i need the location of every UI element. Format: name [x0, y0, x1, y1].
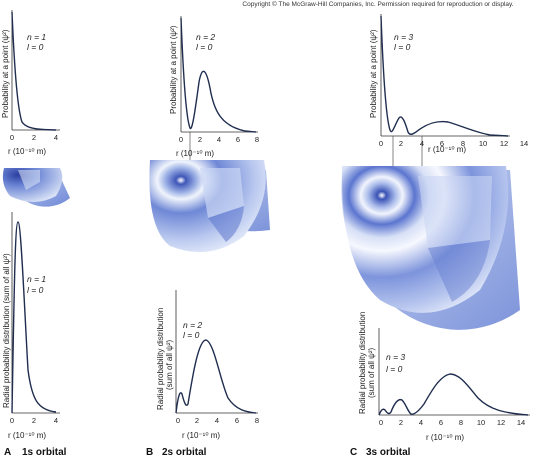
plot-3s-radial: Radial probability distribution (sum of …	[358, 312, 530, 442]
tick-2s-bottom-4: 4	[215, 416, 219, 425]
tick-2s-top-0: 0	[179, 135, 183, 144]
sphere-1s	[2, 168, 70, 207]
plot-1s-probability: Probability at a point (ψ²) n = 1 l = 0 …	[1, 10, 60, 156]
qn-3s-bottom-l: l = 0	[386, 364, 403, 374]
tick-1s-top-4: 4	[54, 133, 58, 142]
ylabel-1s-probability: Probability at a point (ψ²)	[1, 29, 10, 118]
panel-label-2s-text: 2s orbital	[162, 447, 207, 457]
qn-1s-bottom-l: l = 0	[27, 285, 44, 295]
tick-3s-top-6: 6	[440, 139, 444, 148]
qn-1s-top-n: n = 1	[27, 32, 46, 42]
tick-3s-top-14: 14	[520, 139, 528, 148]
sphere-3s	[341, 166, 520, 330]
curve-3s-probability	[380, 15, 509, 137]
curve-2s-radial	[175, 339, 257, 414]
ylabel-3s-radial-1: Radial probability distribution	[358, 312, 367, 414]
plot-2s-radial: Radial probability distribution (sum of …	[156, 290, 259, 440]
ylabel-3s-radial-2: (sum of all ψ²)	[367, 348, 376, 398]
xlabel-1s-top: r (10⁻¹⁰ m)	[8, 147, 46, 156]
curve-2s-probability	[180, 17, 257, 133]
qn-3s-top-n: n = 3	[394, 32, 413, 42]
tick-2s-top-6: 6	[236, 135, 240, 144]
tick-3s-bottom-4: 4	[419, 418, 423, 427]
tick-3s-bottom-0: 0	[379, 418, 383, 427]
curve-1s-radial	[11, 221, 57, 414]
xlabel-1s-bottom: r (10⁻¹⁰ m)	[8, 431, 46, 440]
tick-1s-top-0: 0	[10, 133, 14, 142]
tick-3s-bottom-6: 6	[439, 418, 443, 427]
panel-label-1s-letter: A	[4, 447, 11, 457]
tick-3s-top-2: 2	[399, 139, 403, 148]
tick-1s-bottom-2: 2	[32, 416, 36, 425]
tick-3s-top-10: 10	[479, 139, 487, 148]
panel-label-1s-text: 1s orbital	[22, 447, 67, 457]
tick-3s-bottom-12: 12	[497, 418, 505, 427]
ylabel-2s-radial-1: Radial probability distribution	[156, 308, 165, 410]
tick-3s-top-8: 8	[461, 139, 465, 148]
tick-2s-bottom-8: 8	[255, 416, 259, 425]
panel-label-3s-letter: C	[350, 447, 357, 457]
qn-2s-bottom-n: n = 2	[183, 320, 202, 330]
tick-3s-bottom-8: 8	[459, 418, 463, 427]
panel-1s: Probability at a point (ψ²) n = 1 l = 0 …	[1, 10, 70, 457]
ylabel-2s-probability: Probability at a point (ψ²)	[169, 25, 178, 114]
plot-1s-radial: Radial probability distribution (sum of …	[2, 212, 60, 440]
tick-1s-top-2: 2	[32, 133, 36, 142]
tick-2s-bottom-0: 0	[176, 416, 180, 425]
panel-2s: Probability at a point (ψ²) n = 2 l = 0 …	[146, 16, 270, 457]
xlabel-2s-top: r (10⁻¹⁰ m)	[176, 149, 214, 158]
qn-3s-top-l: l = 0	[394, 42, 411, 52]
qn-2s-top-l: l = 0	[196, 42, 213, 52]
tick-1s-bottom-0: 0	[10, 416, 14, 425]
tick-2s-top-2: 2	[198, 135, 202, 144]
ylabel-1s-radial: Radial probability distribution (sum of …	[2, 253, 11, 408]
xlabel-3s-bottom: r (10⁻¹⁰ m)	[426, 433, 464, 442]
qn-1s-bottom-n: n = 1	[27, 274, 46, 284]
tick-2s-top-4: 4	[217, 135, 221, 144]
tick-2s-bottom-2: 2	[195, 416, 199, 425]
tick-1s-bottom-4: 4	[54, 416, 58, 425]
plot-3s-probability: Probability at a point (ψ²) n = 3 l = 0 …	[369, 14, 528, 192]
tick-3s-bottom-14: 14	[517, 418, 525, 427]
ylabel-3s-probability: Probability at a point (ψ²)	[369, 29, 378, 118]
tick-3s-bottom-2: 2	[399, 418, 403, 427]
qn-3s-bottom-n: n = 3	[386, 352, 405, 362]
panel-label-2s-letter: B	[146, 447, 153, 457]
panel-3s: Probability at a point (ψ²) n = 3 l = 0 …	[341, 14, 530, 457]
tick-3s-top-12: 12	[500, 139, 508, 148]
xlabel-2s-bottom: r (10⁻¹⁰ m)	[182, 431, 220, 440]
curve-1s-probability	[11, 11, 57, 131]
plot-2s-probability: Probability at a point (ψ²) n = 2 l = 0 …	[169, 16, 259, 176]
qn-2s-top-n: n = 2	[196, 32, 215, 42]
tick-2s-top-8: 8	[255, 135, 259, 144]
tick-2s-bottom-6: 6	[235, 416, 239, 425]
tick-3s-bottom-10: 10	[477, 418, 485, 427]
curve-3s-radial	[378, 373, 529, 416]
qn-1s-top-l: l = 0	[27, 42, 44, 52]
sphere-2s	[149, 160, 270, 253]
ylabel-2s-radial-2: (sum of all ψ²)	[165, 340, 174, 390]
qn-2s-bottom-l: l = 0	[183, 330, 200, 340]
tick-3s-top-0: 0	[379, 139, 383, 148]
copyright-text: Copyright © The McGraw-Hill Companies, I…	[242, 0, 513, 8]
panel-label-3s-text: 3s orbital	[366, 447, 411, 457]
xlabel-3s-top: r (10⁻¹⁰ m)	[428, 145, 466, 154]
